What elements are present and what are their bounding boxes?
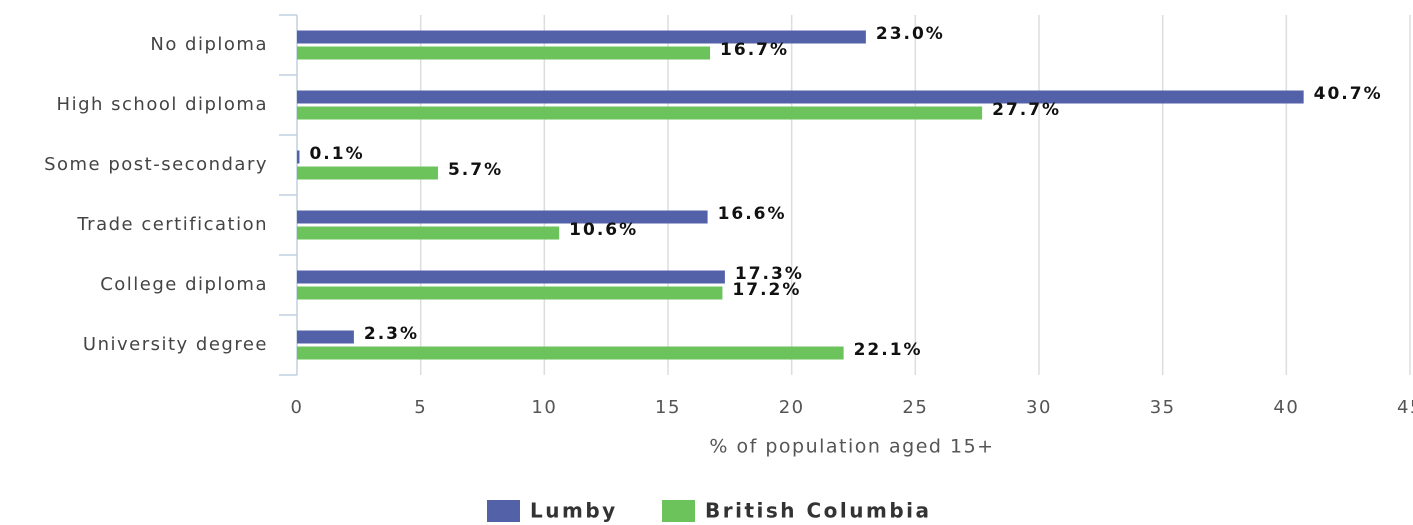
legend-label: British Columbia — [705, 499, 932, 523]
bar — [297, 270, 725, 284]
value-label: 40.7% — [1314, 84, 1383, 104]
bar — [297, 46, 711, 60]
value-label: 17.2% — [732, 280, 801, 300]
bar — [297, 150, 300, 164]
x-tick-label: 35 — [1150, 397, 1176, 418]
x-tick-label: 40 — [1273, 397, 1299, 418]
value-label: 5.7% — [448, 160, 503, 180]
x-tick-label: 30 — [1026, 397, 1052, 418]
bar — [297, 30, 866, 44]
y-tick-label: No diploma — [150, 34, 268, 55]
value-label: 2.3% — [364, 324, 419, 344]
legend-label: Lumby — [530, 499, 618, 523]
y-tick-label: University degree — [83, 334, 268, 355]
legend-swatch — [487, 500, 520, 522]
bar — [297, 210, 708, 224]
value-label: 17.3% — [735, 264, 804, 284]
bar — [297, 226, 560, 240]
x-tick-label: 0 — [291, 397, 304, 418]
x-tick-label: 20 — [779, 397, 805, 418]
bar — [297, 346, 844, 360]
x-tick-label: 5 — [414, 397, 427, 418]
bar — [297, 286, 723, 300]
bar — [297, 90, 1304, 104]
y-tick-label: Some post-secondary — [44, 154, 268, 175]
value-label: 22.1% — [854, 340, 923, 360]
y-tick-label: High school diploma — [57, 94, 268, 115]
value-label: 16.7% — [720, 40, 789, 60]
bar — [297, 330, 354, 344]
value-label: 0.1% — [309, 144, 364, 164]
x-tick-label: 10 — [531, 397, 557, 418]
y-tick-label: College diploma — [100, 274, 268, 295]
legend-swatch — [662, 500, 695, 522]
value-label: 16.6% — [718, 204, 787, 224]
x-tick-label: 15 — [655, 397, 681, 418]
y-tick-label: Trade certification — [76, 214, 268, 235]
x-tick-label: 25 — [902, 397, 928, 418]
x-tick-label: 45 — [1397, 397, 1413, 418]
value-label: 23.0% — [876, 24, 945, 44]
value-label: 27.7% — [992, 100, 1061, 120]
bar — [297, 106, 983, 120]
x-axis-title: % of population aged 15+ — [709, 436, 994, 458]
value-label: 10.6% — [569, 220, 638, 240]
bar — [297, 166, 438, 180]
